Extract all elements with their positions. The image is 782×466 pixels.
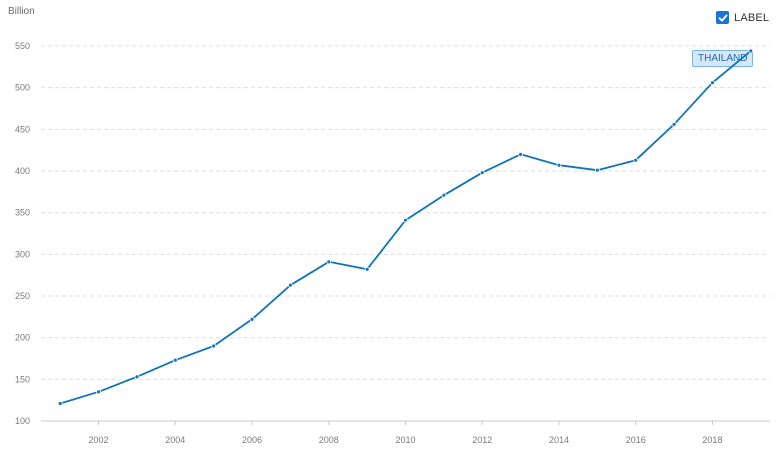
label-toggle[interactable]: LABEL	[716, 11, 769, 24]
data-point-2001[interactable]	[57, 401, 63, 406]
y-tick-label-300: 300	[15, 249, 30, 259]
y-tick-label-500: 500	[15, 83, 30, 93]
y-tick-label-250: 250	[15, 291, 30, 301]
x-tick-label-2006: 2006	[242, 435, 262, 445]
data-point-2008[interactable]	[326, 259, 332, 265]
data-point-2015[interactable]	[594, 167, 600, 173]
x-tick-label-2012: 2012	[472, 435, 492, 445]
y-unit-label: Billion	[8, 6, 35, 17]
data-point-2006[interactable]	[249, 316, 255, 322]
data-point-2009[interactable]	[364, 266, 370, 272]
x-axis: 2002 2004 2006 2008 2010 2012 2014 2016 2018	[89, 421, 722, 445]
data-point-2007[interactable]	[287, 282, 293, 288]
data-point-2018[interactable]	[710, 80, 715, 86]
data-point-2017[interactable]	[671, 121, 677, 127]
data-point-2010[interactable]	[403, 217, 408, 223]
y-tick-label-150: 150	[15, 374, 30, 384]
data-point-2003[interactable]	[134, 374, 140, 380]
label-toggle-text: LABEL	[734, 11, 770, 24]
x-tick-label-2002: 2002	[89, 435, 109, 445]
checkbox-checked-icon[interactable]	[716, 11, 729, 24]
y-tick-label-550: 550	[15, 41, 30, 51]
x-tick-label-2016: 2016	[626, 435, 646, 445]
y-axis: 100 150 200 250 300 350 400 450 500 550	[15, 41, 30, 426]
x-tick-label-2008: 2008	[319, 435, 339, 445]
x-tick-label-2018: 2018	[702, 435, 722, 445]
data-point-2016[interactable]	[633, 157, 639, 163]
x-tick-label-2004: 2004	[165, 435, 185, 445]
y-tick-label-450: 450	[15, 124, 30, 134]
data-point-2019[interactable]	[748, 48, 754, 54]
series-tag-thailand: THAILAND	[692, 50, 754, 67]
series-layer	[57, 48, 754, 406]
data-point-2002[interactable]	[96, 389, 101, 395]
data-point-2014[interactable]	[556, 162, 562, 168]
grid-lines	[41, 45, 770, 380]
y-tick-label-100: 100	[15, 416, 30, 426]
series-line-thailand	[59, 50, 752, 405]
data-point-2012[interactable]	[479, 170, 485, 176]
y-tick-label-200: 200	[15, 333, 30, 343]
y-tick-label-400: 400	[15, 166, 30, 176]
data-point-2013[interactable]	[518, 151, 524, 157]
data-point-2011[interactable]	[441, 192, 447, 198]
x-tick-label-2010: 2010	[395, 435, 415, 445]
x-tick-label-2014: 2014	[549, 435, 569, 445]
data-point-2004[interactable]	[172, 357, 178, 363]
data-point-2005[interactable]	[211, 343, 217, 349]
y-tick-label-350: 350	[15, 208, 30, 218]
